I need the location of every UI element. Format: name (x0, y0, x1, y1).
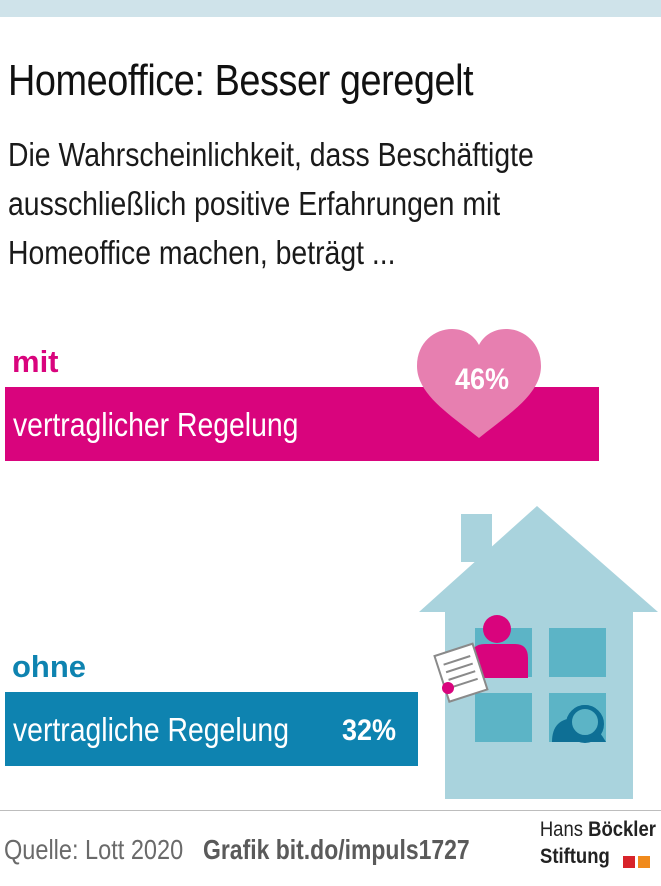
value-label-46: 46% (455, 363, 509, 397)
bar-label-vertragliche-regelung: vertragliche Regelung (13, 711, 289, 749)
value-label-32: 32% (342, 714, 396, 748)
footer-divider (0, 810, 661, 811)
logo-text-stiftung: Stiftung (540, 845, 610, 868)
bar-label-vertraglicher-regelung: vertraglicher Regelung (13, 406, 298, 444)
person-body-icon (471, 644, 528, 678)
house-illustration (419, 506, 658, 799)
person-hand-icon (442, 682, 454, 694)
category-prefix-ohne: ohne (12, 649, 86, 684)
source-note: Quelle: Lott 2020 (4, 834, 184, 865)
subtitle-line-1: Die Wahrscheinlichkeit, dass Beschäftigt… (8, 136, 534, 173)
logo-orange-square-icon (638, 856, 650, 868)
house-chimney (461, 514, 492, 562)
footer: Quelle: Lott 2020 Grafik bit.do/impuls17… (0, 810, 661, 886)
document-line-1 (443, 655, 471, 666)
document-line-4 (450, 677, 478, 689)
person-head-icon (483, 615, 511, 643)
hans-boeckler-stiftung-logo: Hans Böckler Stiftung (540, 818, 658, 878)
page-title: Homeoffice: Besser geregelt (8, 56, 474, 105)
house-window-3 (475, 693, 532, 742)
chart-subtitle: Die Wahrscheinlichkeit, dass Beschäftigt… (8, 130, 644, 277)
logo-text-boeckler: Böckler (588, 818, 656, 841)
house-window-2 (549, 628, 606, 677)
person-2-outline (568, 705, 602, 739)
bar-ohne-vertragliche-regelung (5, 692, 418, 766)
document-line-2 (445, 662, 474, 674)
bar-chart: mit vertraglicher Regelung 46% ohne vert… (5, 329, 658, 799)
subtitle-line-3: Homeoffice machen, beträgt ... (8, 234, 396, 271)
category-prefix-mit: mit (12, 344, 59, 379)
top-banner (0, 0, 661, 17)
graphic-link[interactable]: Grafik bit.do/impuls1727 (203, 834, 470, 865)
logo-text-hans: Hans (539, 818, 584, 841)
logo-red-square-icon (623, 856, 635, 868)
person-2-face (570, 707, 600, 737)
heart-icon (417, 329, 541, 438)
subtitle-line-2: ausschließlich positive Erfahrungen mit (8, 185, 501, 222)
document-line-3 (448, 670, 476, 681)
